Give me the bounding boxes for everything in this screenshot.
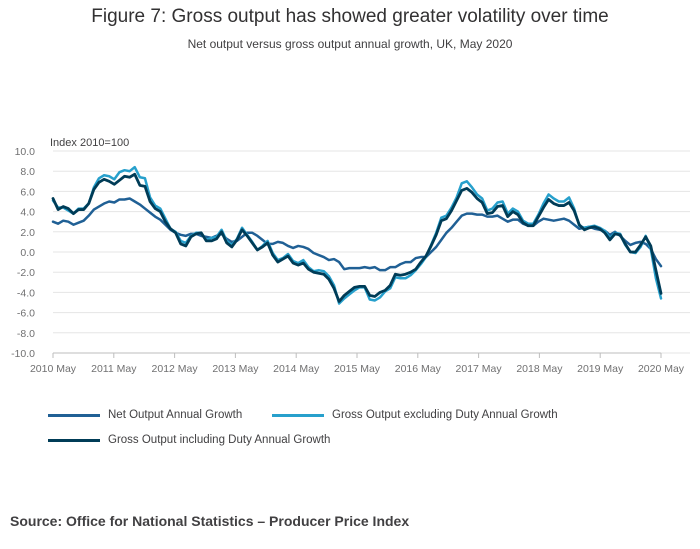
y-tick-label: -4.0 <box>17 287 35 299</box>
x-tick-label: 2015 May <box>334 363 381 375</box>
series-line-1 <box>51 197 663 272</box>
chart-subtitle: Net output versus gross output annual gr… <box>187 37 513 51</box>
legend-swatch-gross-excl-duty <box>272 413 324 417</box>
x-tick-label: 2014 May <box>273 363 320 375</box>
y-tick-label: -2.0 <box>17 267 35 279</box>
y-axis-ticks: 10.0 8.0 6.0 4.0 2.0 0.0 -2.0 -4.0 -6.0 -8.0 -10.0 <box>11 146 35 360</box>
y-tick-label: 4.0 <box>20 207 35 219</box>
y-tick-label: 0.0 <box>20 247 35 259</box>
x-tick-label: 2019 May <box>577 363 624 375</box>
x-tick-label: 2011 May <box>91 363 137 375</box>
legend-label-gross-incl-duty: Gross Output including Duty Annual Growt… <box>108 434 331 446</box>
legend-item-gross-excl-duty[interactable]: Gross Output excluding Duty Annual Growt… <box>272 409 558 421</box>
source-note: Source: Office for National Statistics –… <box>10 513 410 529</box>
x-tick-label: 2018 May <box>516 363 563 375</box>
x-axis-ticks: 2010 May 2011 May 2012 May 2013 May 2014 May… <box>30 352 685 375</box>
chart-title: Figure 7: Gross output has showed greate… <box>91 6 609 27</box>
x-tick-label: 2013 May <box>212 363 259 375</box>
legend-label-gross-excl-duty: Gross Output excluding Duty Annual Growt… <box>332 409 558 421</box>
y-tick-label: 8.0 <box>20 166 35 178</box>
y-tick-label: -6.0 <box>17 308 35 320</box>
y-tick-label: -8.0 <box>17 328 35 340</box>
x-tick-label: 2012 May <box>152 363 199 375</box>
y-tick-label: 10.0 <box>15 146 36 158</box>
series-line-2 <box>51 165 663 305</box>
y-tick-label: 2.0 <box>20 227 35 239</box>
x-tick-label: 2017 May <box>456 363 503 375</box>
y-tick-label: 6.0 <box>20 186 35 198</box>
x-tick-label: 2020 May <box>638 363 685 375</box>
legend-label-net-output: Net Output Annual Growth <box>108 409 243 421</box>
x-tick-label: 2016 May <box>395 363 442 375</box>
y-axis-label: Index 2010=100 <box>50 137 129 149</box>
legend-swatch-gross-incl-duty <box>48 438 100 442</box>
series-line-3 <box>51 172 663 303</box>
y-tick-label: -10.0 <box>11 348 35 360</box>
legend-item-gross-incl-duty[interactable]: Gross Output including Duty Annual Growt… <box>48 434 330 446</box>
series-lines <box>51 165 663 305</box>
legend-item-net-output[interactable]: Net Output Annual Growth <box>48 409 242 421</box>
legend-swatch-net-output <box>48 413 100 417</box>
gridlines <box>53 150 690 354</box>
x-tick-label: 2010 May <box>30 363 77 375</box>
